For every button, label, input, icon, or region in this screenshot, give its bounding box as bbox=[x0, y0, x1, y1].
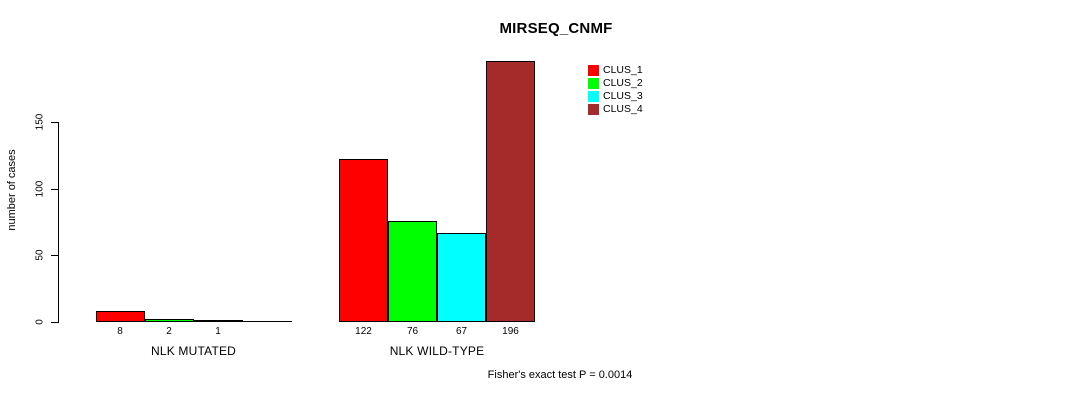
legend-label: CLUS_2 bbox=[603, 77, 643, 89]
bar-clus_4-zero bbox=[242, 321, 292, 322]
legend-swatch-clus_1 bbox=[588, 65, 599, 76]
bar-value-label: 196 bbox=[502, 326, 519, 337]
legend-label: CLUS_3 bbox=[603, 90, 643, 102]
bar-clus_1 bbox=[339, 159, 388, 322]
group-label: NLK MUTATED bbox=[150, 344, 237, 358]
bar-value-label: 67 bbox=[455, 326, 468, 337]
bar-value-label: 122 bbox=[355, 326, 372, 337]
bar-clus_3 bbox=[193, 320, 243, 322]
y-tick-mark bbox=[51, 255, 58, 256]
y-tick-mark bbox=[51, 189, 58, 190]
legend-label: CLUS_4 bbox=[603, 103, 643, 115]
y-tick-label: 0 bbox=[34, 319, 46, 325]
y-tick-label: 50 bbox=[34, 249, 46, 261]
legend-item-clus_1: CLUS_1 bbox=[588, 65, 643, 76]
y-tick-label: 100 bbox=[34, 180, 46, 197]
y-tick-mark bbox=[51, 122, 58, 123]
bar-value-label: 76 bbox=[406, 326, 419, 337]
bar-clus_2 bbox=[388, 221, 437, 322]
bar-value-label: 2 bbox=[166, 326, 172, 337]
bar-value-label: 1 bbox=[215, 326, 221, 337]
legend-swatch-clus_4 bbox=[588, 104, 599, 115]
bar-clus_3 bbox=[437, 233, 486, 322]
y-tick-mark bbox=[51, 322, 58, 323]
y-axis-line bbox=[58, 122, 59, 323]
y-tick-label: 150 bbox=[34, 113, 46, 131]
fisher-test-annotation: Fisher's exact test P = 0.0014 bbox=[487, 369, 633, 381]
group-label: NLK WILD-TYPE bbox=[389, 344, 485, 358]
legend-swatch-clus_3 bbox=[588, 91, 599, 102]
legend: CLUS_1 CLUS_2 CLUS_3 CLUS_4 bbox=[588, 65, 643, 115]
bar-value-label: 8 bbox=[117, 326, 123, 337]
bar-clus_4 bbox=[486, 61, 535, 322]
bar-clus_2 bbox=[144, 319, 194, 322]
legend-swatch-clus_2 bbox=[588, 78, 599, 89]
legend-item-clus_3: CLUS_3 bbox=[588, 91, 643, 102]
legend-item-clus_4: CLUS_4 bbox=[588, 104, 643, 115]
bar-clus_1 bbox=[95, 311, 145, 322]
legend-label: CLUS_1 bbox=[603, 64, 643, 76]
y-axis-title: number of cases bbox=[6, 149, 18, 231]
chart-title: MIRSEQ_CNMF bbox=[499, 20, 613, 37]
legend-item-clus_2: CLUS_2 bbox=[588, 78, 643, 89]
